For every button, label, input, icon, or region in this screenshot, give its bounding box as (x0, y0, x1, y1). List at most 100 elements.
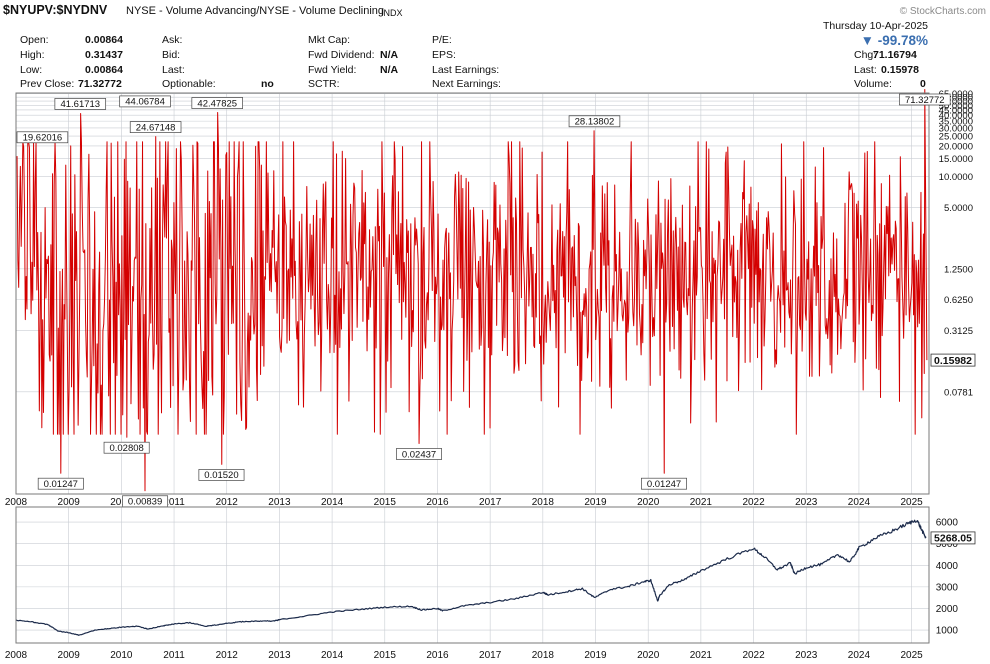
chg-label: Chg: (854, 49, 877, 61)
ratio-x-tick-label: 2013 (268, 497, 291, 508)
index-x-tick-label: 2008 (5, 650, 28, 661)
ratio-y-tick-label: 0.6250 (944, 295, 973, 306)
index-x-tick-label: 2023 (795, 650, 818, 661)
ratio-last-box (930, 353, 976, 367)
ratio-x-tick-label: 2009 (58, 497, 81, 508)
volume-label: Volume: (854, 78, 892, 90)
last-earnings-label: Last Earnings: (432, 64, 500, 76)
prev-close-value: 71.32772 (78, 78, 122, 90)
annotation-box (198, 469, 245, 481)
annotation-label: 42.47825 (197, 98, 237, 109)
brand-watermark: © StockCharts.com (899, 6, 986, 17)
ratio-last-label: 0.15982 (934, 355, 972, 367)
annotation-label: 24.67148 (136, 122, 176, 133)
index-grid (15, 507, 929, 643)
ratio-annotation: 24.67148 (129, 121, 182, 133)
index-y-tick-label: 5000 (936, 539, 959, 550)
ratio-y-tick-label: 10.0000 (939, 172, 973, 183)
annotation-box (119, 95, 171, 108)
ratio-annotation: 0.02808 (103, 441, 150, 454)
ratio-annotation: 0.01520 (198, 469, 245, 481)
index-x-tick-label: 2014 (321, 650, 344, 661)
high-value: 0.31437 (85, 49, 123, 61)
exchange-label: INDX (381, 8, 403, 18)
annotation-label: 41.61713 (60, 99, 100, 110)
low-label: Low: (20, 64, 43, 76)
chart-header: $NYUPV:$NYDNV NYSE - Volume Advancing/NY… (0, 0, 990, 92)
index-last-value: 5268.05 (930, 531, 976, 545)
index-x-tick-label: 2016 (426, 650, 449, 661)
ratio-annotation: 0.01247 (37, 477, 84, 490)
eps-label: EPS: (432, 49, 456, 61)
annotation-label: 19.62016 (23, 133, 63, 144)
index-x-tick-label: 2015 (374, 650, 397, 661)
change-percent: ▼ -99.78% (860, 33, 928, 48)
index-y-tick-label: 2000 (936, 604, 959, 615)
ratio-x-axis: 2008 2009 2010 2011 2012 2013 2014 2015 2016 2017… (5, 497, 923, 508)
ratio-y-tick-label: 50.0000 (939, 101, 973, 112)
index-last-box (930, 531, 976, 545)
index-x-tick-label: 2010 (110, 650, 133, 661)
ratio-x-tick-label: 2021 (690, 497, 713, 508)
ratio-y-axis: 0.0781 0.3125 0.6250 1.2500 5.0000 10.0000 15.… (939, 89, 973, 398)
annotation-label: 71.32772 (905, 95, 945, 106)
index-last-label: 5268.05 (934, 533, 972, 545)
index-x-tick-label: 2011 (163, 650, 185, 661)
annotation-box (899, 93, 951, 106)
chg-value: 71.16794 (873, 49, 917, 61)
index-x-tick-label: 2019 (584, 650, 607, 661)
annotation-box (568, 115, 621, 128)
ratio-annotation: 0.01247 (641, 477, 687, 490)
ratio-y-tick-label: 0.3125 (944, 326, 973, 337)
annotation-box (37, 477, 84, 490)
ratio-annotation: 41.61713 (54, 98, 107, 110)
last-price-value: 0.15978 (881, 64, 919, 76)
open-label: Open: (20, 34, 49, 46)
ratio-y-tick-label: 40.0000 (939, 111, 973, 122)
index-x-axis: 2008 2009 2010 2011 2012 2013 2014 2015 2016 2017… (5, 650, 923, 661)
index-x-tick-label: 2013 (268, 650, 291, 661)
optionable-label: Optionable: (162, 78, 216, 90)
ratio-x-tick-label: 2020 (637, 497, 660, 508)
volume-value: 0 (920, 78, 926, 90)
ratio-annotation: 42.47825 (191, 97, 243, 109)
ratio-annotation: 19.62016 (16, 131, 69, 144)
sctr-label: SCTR: (308, 78, 340, 90)
ratio-x-tick-label: 2018 (532, 497, 555, 508)
index-y-axis: 1000 2000 3000 4000 5000 6000 (936, 518, 959, 637)
ratio-line (16, 89, 928, 492)
annotation-box (103, 441, 150, 454)
symbol-description: NYSE - Volume Advancing/NYSE - Volume De… (126, 5, 385, 17)
index-series (15, 519, 927, 636)
ratio-x-tick-label: 2015 (374, 497, 397, 508)
optionable-value: no (261, 78, 274, 90)
index-y-tick-label: 3000 (936, 582, 959, 593)
index-line (15, 519, 927, 636)
index-x-tick-label: 2021 (690, 650, 713, 661)
ask-label: Ask: (162, 34, 183, 46)
fwd-dividend-label: Fwd Dividend: (308, 49, 375, 61)
index-x-tick-label: 2020 (637, 650, 660, 661)
ratio-y-tick-label: 65.0000 (939, 89, 973, 100)
ratio-y-tick-label: 60.0000 (939, 93, 973, 104)
ratio-y-tick-label: 25.0000 (939, 132, 973, 143)
annotation-label: 0.00839 (128, 497, 162, 508)
pe-label: P/E: (432, 34, 452, 46)
index-x-tick-label: 2024 (848, 650, 871, 661)
ratio-series (16, 89, 928, 492)
annotation-box (16, 131, 69, 144)
ratio-y-tick-label: 15.0000 (939, 154, 973, 165)
ratio-x-tick-label: 2014 (321, 497, 344, 508)
ratio-y-tick-label: 45.0000 (939, 105, 973, 116)
ratio-annotation: 28.13802 (568, 115, 621, 128)
annotation-box (129, 121, 182, 133)
annotation-label: 28.13802 (575, 117, 615, 128)
mkt-cap-label: Mkt Cap: (308, 34, 351, 46)
index-x-tick-label: 2009 (58, 650, 81, 661)
index-y-tick-label: 6000 (936, 518, 959, 529)
ratio-y-tick-label: 5.0000 (944, 203, 973, 214)
ratio-y-tick-label: 55.0000 (939, 97, 973, 108)
annotation-label: 0.01520 (204, 470, 238, 481)
fwd-dividend-value: N/A (380, 49, 399, 61)
annotation-box (641, 477, 687, 490)
